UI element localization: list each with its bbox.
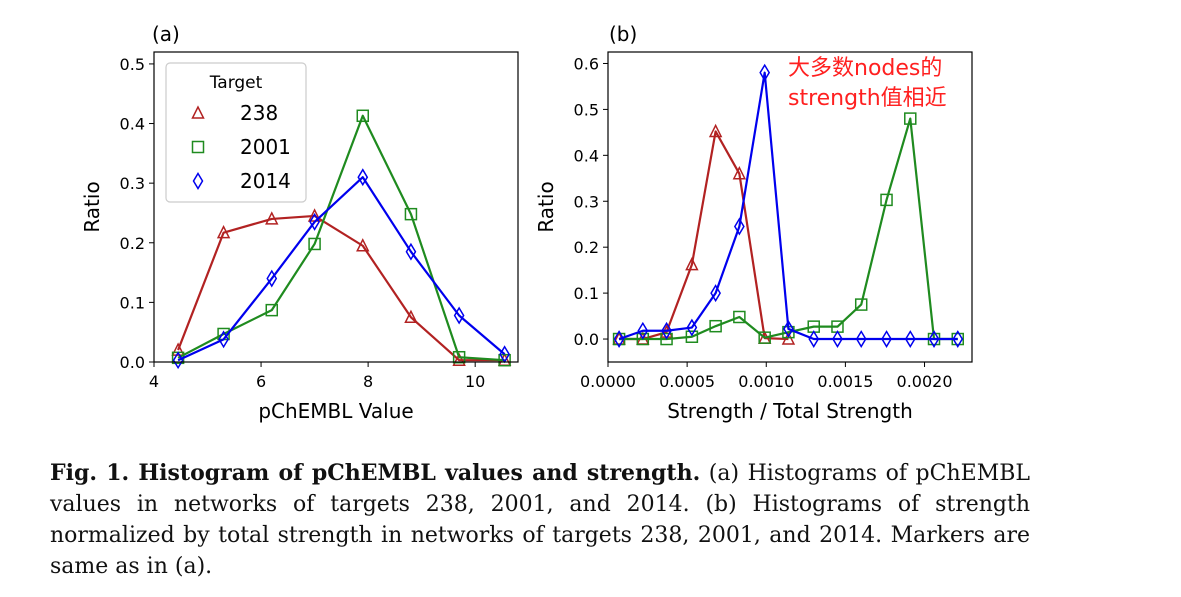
- y-tick-label: 0.0: [574, 330, 599, 349]
- y-tick-label: 0.3: [574, 192, 599, 211]
- data-point-2001: [612, 332, 626, 346]
- y-axis-label: Ratio: [80, 181, 104, 232]
- data-point-238: [356, 238, 370, 252]
- data-point-238: [265, 211, 279, 225]
- legend-marker-238: [191, 105, 205, 119]
- x-tick-label: 0.0020: [897, 372, 953, 391]
- data-point-238: [216, 224, 231, 239]
- data-point-2014: [733, 217, 745, 236]
- panel-a-chart: (a) 4 6 8 10 0.0 0.1 0.2 0.3 0.4 0.5 pChEMBL Value R…: [80, 22, 519, 423]
- data-point-2001: [854, 298, 868, 311]
- y-tick-label: 0.2: [574, 238, 599, 257]
- data-point-2014: [309, 212, 320, 231]
- y-tick-label: 0.2: [120, 234, 145, 253]
- data-point-2014: [637, 321, 649, 340]
- series-line-2001: [619, 117, 958, 341]
- data-point-2014: [661, 321, 672, 340]
- data-point-238: [708, 123, 723, 138]
- data-point-2014: [855, 330, 867, 348]
- data-point-2014: [808, 330, 820, 348]
- y-tick-label: 0.3: [120, 174, 145, 193]
- x-tick-label: 4: [149, 372, 159, 391]
- annotation-line: 大多数nodes的: [788, 56, 942, 81]
- y-tick-label: 0.1: [574, 284, 599, 303]
- y-tick-label: 0.4: [120, 115, 145, 134]
- y-tick-label: 0.5: [120, 55, 145, 74]
- annotation-line: strength值相近: [788, 86, 947, 111]
- x-tick-label: 6: [256, 372, 266, 391]
- data-point-2014: [218, 330, 229, 349]
- data-point-2001: [498, 353, 511, 367]
- caption-lead: Fig. 1. Histogram of pChEMBL values and …: [50, 460, 701, 486]
- panel-label: (b): [609, 22, 637, 46]
- data-point-238: [404, 309, 418, 324]
- data-point-2014: [613, 330, 625, 348]
- data-point-238: [685, 256, 699, 271]
- figure-charts: (a) 4 6 8 10 0.0 0.1 0.2 0.3 0.4 0.5 pChEMBL Value R…: [80, 22, 973, 423]
- data-point-2014: [686, 318, 698, 337]
- x-tick-label: 0.0010: [738, 372, 794, 391]
- figure-caption: Fig. 1. Histogram of pChEMBL values and …: [50, 458, 1030, 582]
- x-tick-label: 8: [363, 372, 373, 391]
- data-point-2001: [404, 207, 418, 221]
- legend-label-2014: 2014: [240, 169, 291, 193]
- data-point-238: [171, 342, 185, 356]
- data-point-2014: [952, 330, 964, 348]
- data-point-2001: [308, 237, 321, 251]
- y-tick-label: 0.5: [574, 100, 599, 119]
- series-line-238: [619, 130, 789, 341]
- data-point-2001: [685, 330, 699, 343]
- data-point-2001: [709, 319, 722, 333]
- x-axis-label: pChEMBL Value: [258, 399, 413, 423]
- plot-frame: [607, 51, 973, 363]
- plot-frame: [153, 51, 519, 363]
- data-point-2001: [660, 332, 673, 346]
- data-point-2014: [832, 330, 843, 348]
- data-point-2001: [636, 332, 650, 346]
- data-point-2014: [453, 306, 465, 325]
- series-line-2014: [618, 71, 958, 341]
- series-line-2014: [177, 176, 506, 362]
- x-tick-label: 10: [465, 372, 485, 391]
- panel-label: (a): [152, 22, 180, 46]
- data-point-2014: [172, 351, 184, 370]
- legend-label-2001: 2001: [240, 135, 291, 159]
- caption-body: (a) Histograms of pChEMBL values in netw…: [50, 461, 1030, 579]
- data-point-238: [732, 166, 747, 180]
- data-point-2014: [783, 319, 794, 338]
- y-tick-label: 0.0: [120, 353, 145, 372]
- panel-b-chart: (b) 0.0000 0.0005 0.0010 0.0015 0.0020 0.0 0.1 0…: [534, 22, 973, 423]
- series-line-238: [177, 214, 505, 362]
- data-point-2014: [904, 330, 916, 348]
- data-point-238: [452, 352, 466, 366]
- data-point-2001: [758, 331, 771, 344]
- legend-marker-2001: [191, 140, 205, 154]
- x-tick-label: 0.0005: [659, 372, 715, 391]
- y-tick-label: 0.6: [574, 54, 599, 73]
- data-point-2014: [928, 330, 940, 348]
- data-point-2014: [357, 168, 369, 187]
- data-point-2014: [710, 284, 721, 303]
- data-point-2014: [266, 269, 278, 288]
- y-tick-label: 0.4: [574, 146, 599, 165]
- x-tick-label: 0.0015: [817, 372, 873, 391]
- legend-box: [165, 62, 307, 203]
- data-point-2001: [452, 350, 466, 364]
- x-tick-label: 0.0000: [580, 372, 636, 391]
- data-point-2001: [733, 310, 746, 324]
- x-axis-label: Strength / Total Strength: [667, 399, 913, 423]
- data-point-2001: [356, 109, 370, 123]
- data-point-2001: [880, 193, 893, 207]
- data-point-2014: [759, 63, 771, 82]
- legend-marker-2014: [192, 172, 204, 190]
- data-point-2001: [265, 303, 279, 317]
- data-point-2014: [405, 242, 417, 261]
- y-axis-label: Ratio: [534, 181, 558, 232]
- data-point-238: [781, 331, 796, 345]
- legend-label-238: 238: [240, 101, 278, 125]
- data-point-2001: [904, 112, 917, 125]
- legend-title: Target: [209, 73, 263, 93]
- y-tick-label: 0.1: [120, 293, 145, 312]
- data-point-2014: [881, 330, 892, 348]
